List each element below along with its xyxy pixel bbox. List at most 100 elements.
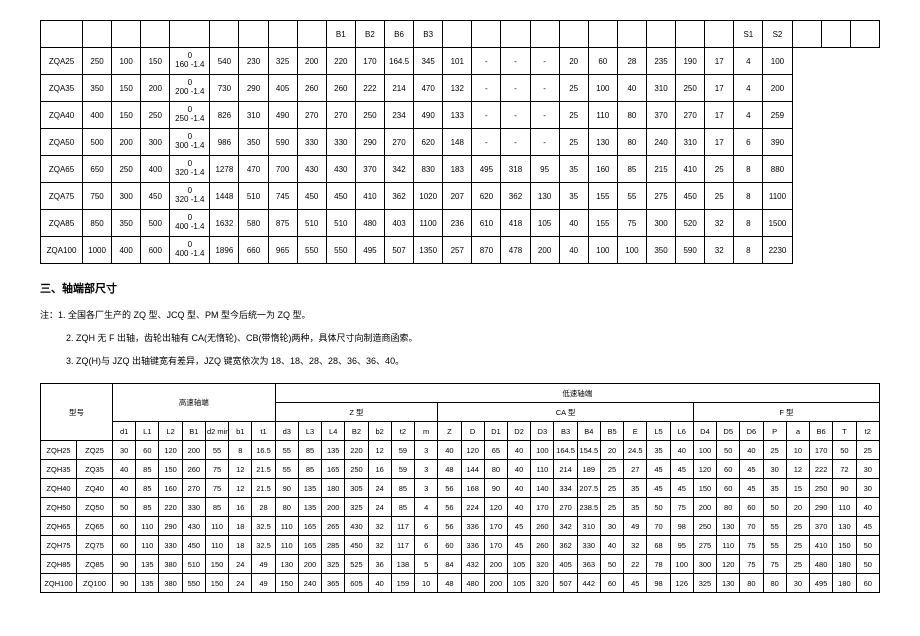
table1-data-cell: 700: [268, 156, 297, 183]
table1-data-cell: -: [472, 129, 501, 156]
t2-subheader-cell: D3: [531, 422, 554, 441]
table1-data-cell: 507: [384, 237, 413, 264]
table1-data-cell: 222: [355, 75, 384, 102]
table1-data-cell: 40: [559, 210, 588, 237]
table1-data-cell: 235: [646, 48, 675, 75]
table1-data-cell: 183: [443, 156, 472, 183]
table1-data-cell: 207: [443, 183, 472, 210]
t2-data-cell: 442: [577, 574, 600, 593]
table1-data-cell: -: [501, 75, 530, 102]
table1-data-cell: 290: [239, 75, 268, 102]
table1-data-cell: 450: [297, 183, 326, 210]
t2-data-cell: 12: [229, 479, 252, 498]
t2-data-cell: 49: [252, 555, 275, 574]
t2-model-cell: ZQ50: [77, 498, 113, 517]
table1-data-cell: 55: [617, 183, 646, 210]
t2-data-cell: 330: [577, 536, 600, 555]
t2-subheader-cell: D: [461, 422, 484, 441]
t2-data-cell: 110: [833, 498, 856, 517]
table1-header-cell: [170, 21, 210, 48]
table1-data-cell: 480: [355, 210, 384, 237]
t2-data-cell: 22: [624, 555, 647, 574]
t2-subheader-cell: D1: [484, 422, 507, 441]
t2-data-cell: 126: [670, 574, 693, 593]
table1-data-cell: 370: [646, 102, 675, 129]
t2-data-cell: 80: [275, 498, 298, 517]
t2-data-cell: 40: [856, 498, 880, 517]
t2-data-cell: 80: [717, 498, 740, 517]
t2-subheader-cell: D6: [740, 422, 763, 441]
table1-data-cell: -: [530, 48, 559, 75]
table1-data-cell: 1896: [210, 237, 239, 264]
t2-model-cell: ZQ35: [77, 460, 113, 479]
table1-data-cell: 390: [763, 129, 792, 156]
table1-model-cell: ZQA35: [41, 75, 83, 102]
table1-data-cell: 620: [472, 183, 501, 210]
t2-data-cell: 480: [810, 555, 833, 574]
t2-model-cell: ZQ25: [77, 441, 113, 460]
table1-data-cell: 6: [734, 129, 763, 156]
t2-data-cell: 25: [600, 498, 623, 517]
table1-data-cell: 110: [588, 102, 617, 129]
t2-data-cell: 110: [205, 536, 228, 555]
t2-data-cell: 40: [600, 536, 623, 555]
t2-data-cell: 370: [810, 517, 833, 536]
t2-data-cell: 12: [229, 460, 252, 479]
t2-data-cell: 200: [322, 498, 345, 517]
t2-data-cell: 80: [484, 460, 507, 479]
t2-data-cell: 84: [438, 555, 461, 574]
table1-data-cell: 495: [472, 156, 501, 183]
table1-data-cell: 100: [763, 48, 792, 75]
t2-data-cell: 16.5: [252, 441, 275, 460]
t2-data-cell: 48: [438, 460, 461, 479]
t2-data-cell: 3: [415, 460, 438, 479]
table1-data-cell: 200: [763, 75, 792, 102]
t2-data-cell: 100: [693, 441, 716, 460]
t2-data-cell: 150: [205, 574, 228, 593]
t2-data-cell: 40: [507, 460, 530, 479]
table1-data-cell: 318: [501, 156, 530, 183]
t2-data-cell: 98: [670, 517, 693, 536]
table1-data-cell: 17: [705, 48, 734, 75]
t2-data-cell: 60: [740, 498, 763, 517]
table1-header-cell: [112, 21, 141, 48]
table1-data-cell: 342: [384, 156, 413, 183]
t2-subheader-cell: D4: [693, 422, 716, 441]
table1-data-cell: -: [501, 129, 530, 156]
t2-data-cell: 189: [577, 460, 600, 479]
table1-data-cell: 148: [443, 129, 472, 156]
t2-data-cell: 220: [345, 441, 368, 460]
t2-data-cell: 25: [786, 555, 809, 574]
table1-header-cell: [501, 21, 530, 48]
t2-data-cell: 110: [531, 460, 554, 479]
t2-data-cell: 35: [624, 479, 647, 498]
table1-data-cell: 60: [588, 48, 617, 75]
t2-data-cell: 100: [531, 441, 554, 460]
table1-data-cell: 150: [112, 75, 141, 102]
table1-data-cell: 260: [326, 75, 355, 102]
table1-data-cell: 325: [268, 48, 297, 75]
table1-data-cell: 105: [530, 210, 559, 237]
table1-data-cell: 495: [355, 237, 384, 264]
table1-data-cell: 220: [326, 48, 355, 75]
table1-data-cell: 17: [705, 75, 734, 102]
t2-data-cell: 150: [159, 460, 182, 479]
t2-hdr-ca: CA 型: [438, 403, 694, 422]
table1-data-cell: 965: [268, 237, 297, 264]
table1-data-cell: 350: [239, 129, 268, 156]
table1-data-cell: 745: [268, 183, 297, 210]
table1-header-cell: B1: [326, 21, 355, 48]
t2-data-cell: 120: [461, 441, 484, 460]
t2-data-cell: 21.5: [252, 479, 275, 498]
t2-data-cell: 130: [833, 517, 856, 536]
t2-data-cell: 55: [205, 441, 228, 460]
t2-data-cell: 16: [368, 460, 391, 479]
t2-data-cell: 450: [182, 536, 205, 555]
t2-data-cell: 265: [322, 517, 345, 536]
table1-data-cell: 510: [239, 183, 268, 210]
t2-data-cell: 3: [415, 441, 438, 460]
t2-data-cell: 18: [229, 517, 252, 536]
table1-data-cell: 1000: [83, 237, 112, 264]
table1-data-cell: -: [472, 75, 501, 102]
note-1: 1. 全国各厂生产的 ZQ 型、JCQ 型、PM 型今后统一为 ZQ 型。: [58, 310, 311, 320]
